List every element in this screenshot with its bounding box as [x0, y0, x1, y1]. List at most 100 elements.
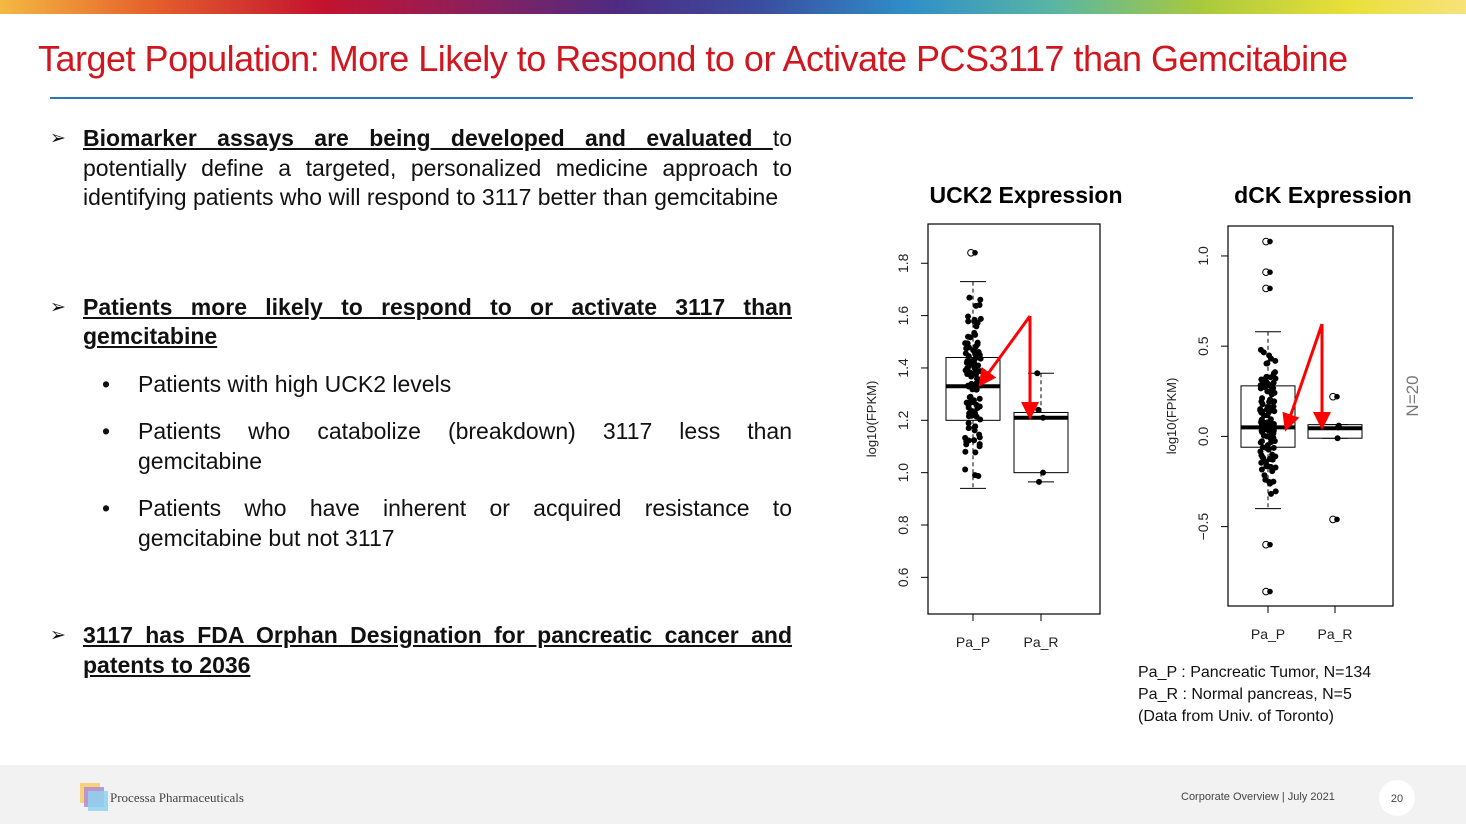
jitter-point	[976, 395, 983, 402]
jitter-point	[1266, 352, 1273, 359]
jitter-point	[972, 343, 979, 350]
jitter-point	[965, 318, 972, 325]
jitter-point	[1271, 408, 1278, 415]
outlier-point	[1267, 541, 1273, 548]
jitter-point	[1269, 467, 1276, 474]
jitter-point	[1266, 407, 1273, 414]
jitter-point	[1257, 439, 1264, 446]
jitter-point	[1264, 403, 1271, 410]
jitter-point	[1270, 478, 1277, 485]
data-point	[1034, 370, 1041, 377]
plot-frame	[927, 223, 1101, 615]
jitter-point	[1262, 379, 1269, 386]
jitter-point	[1259, 395, 1266, 402]
box	[1013, 411, 1069, 474]
jitter-point	[970, 411, 977, 418]
jitter-point	[1257, 382, 1264, 389]
jitter-point	[1264, 388, 1271, 395]
jitter-point	[969, 408, 976, 415]
jitter-point	[1266, 382, 1273, 389]
jitter-point	[1266, 406, 1273, 413]
jitter-point	[965, 313, 972, 320]
box	[1240, 385, 1296, 448]
sub-bullet: • Patients with high UCK2 levels	[102, 370, 792, 400]
jitter-point	[1271, 389, 1278, 396]
outlier-point	[1334, 516, 1340, 523]
jitter-point	[977, 416, 984, 423]
jitter-point	[1265, 446, 1272, 453]
y-tick-label: 1.0	[1195, 246, 1211, 266]
jitter-point	[965, 401, 972, 408]
jitter-point	[973, 413, 980, 420]
jitter-point	[1271, 438, 1278, 445]
jitter-point	[1259, 401, 1266, 408]
jitter-point	[1258, 409, 1265, 416]
jitter-point	[965, 425, 972, 432]
jitter-point	[1262, 426, 1269, 433]
jitter-point	[1266, 427, 1273, 434]
jitter-point	[974, 339, 981, 346]
jitter-point	[1268, 390, 1275, 397]
jitter-point	[1266, 456, 1273, 463]
jitter-point	[967, 369, 974, 376]
jitter-point	[1268, 355, 1275, 362]
y-tick-label: 1.4	[895, 358, 911, 378]
jitter-point	[1267, 419, 1274, 426]
red-arrow	[978, 315, 1032, 387]
jitter-point	[977, 382, 984, 389]
jitter-point	[1261, 376, 1268, 383]
jitter-point	[975, 349, 982, 356]
jitter-point	[1257, 346, 1264, 353]
jitter-point	[970, 357, 977, 364]
jitter-point	[1270, 427, 1277, 434]
jitter-point	[971, 361, 978, 368]
jitter-point	[962, 434, 969, 441]
jitter-point	[963, 359, 970, 366]
jitter-point	[1266, 478, 1273, 485]
jitter-point	[965, 404, 972, 411]
jitter-point	[1258, 452, 1265, 459]
jitter-point	[1272, 375, 1279, 382]
box	[945, 356, 1001, 421]
jitter-point	[976, 434, 983, 441]
jitter-point	[972, 366, 979, 373]
chart-title: dCK Expression	[1234, 182, 1412, 208]
jitter-point	[1272, 357, 1279, 364]
jitter-point	[1268, 383, 1275, 390]
outlier-point	[1329, 392, 1337, 401]
x-tick-label: Pa_P	[956, 634, 990, 650]
sample-size-annotation: N=20	[1403, 375, 1422, 416]
jitter-point	[968, 412, 975, 419]
brand-gradient-bar	[0, 0, 1466, 14]
data-point	[1040, 469, 1047, 476]
jitter-point	[1264, 433, 1271, 440]
jitter-point	[965, 353, 972, 360]
jitter-point	[976, 431, 983, 438]
jitter-point	[1268, 439, 1275, 446]
footer-text: Corporate Overview | July 2021	[1181, 791, 1335, 803]
jitter-point	[1267, 435, 1274, 442]
bullet-1: ➢ Biomarker assays are being developed a…	[50, 124, 792, 213]
jitter-point	[967, 334, 974, 341]
jitter-point	[1263, 406, 1270, 413]
jitter-point	[968, 361, 975, 368]
jitter-point	[964, 340, 971, 347]
jitter-point	[962, 350, 969, 357]
jitter-point	[1269, 456, 1276, 463]
jitter-point	[975, 362, 982, 369]
jitter-point	[965, 437, 972, 444]
jitter-point	[967, 393, 974, 400]
jitter-point	[966, 370, 973, 377]
jitter-point	[966, 394, 973, 401]
jitter-point	[1264, 360, 1271, 367]
jitter-point	[966, 410, 973, 417]
jitter-point	[1259, 408, 1266, 415]
bullet-2-heading: Patients more likely to respond to or ac…	[83, 293, 792, 350]
company-logo	[80, 783, 108, 811]
jitter-point	[966, 294, 973, 301]
jitter-point	[1267, 416, 1274, 423]
jitter-point	[974, 341, 981, 348]
jitter-point	[1264, 380, 1271, 387]
page-title: Target Population: More Likely to Respon…	[38, 38, 1348, 79]
outlier-point	[1329, 515, 1337, 524]
